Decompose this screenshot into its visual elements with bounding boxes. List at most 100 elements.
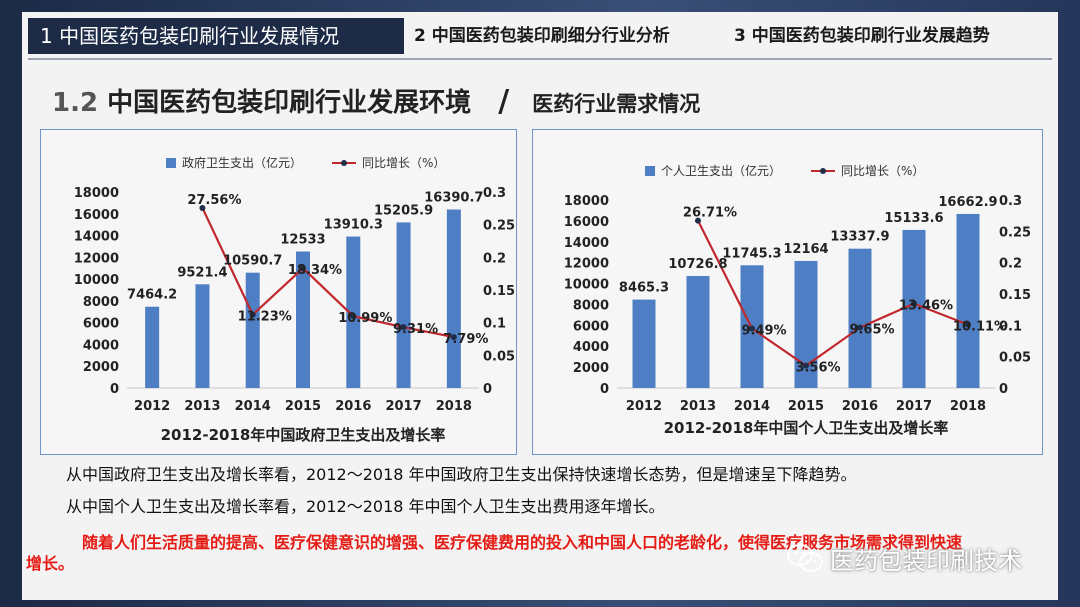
- tab-development-trend[interactable]: 3 中国医药包装印刷行业发展趋势: [734, 26, 990, 46]
- legend-label-line: 同比增长（%）: [841, 164, 924, 178]
- legend-label-line: 同比增长（%）: [362, 156, 445, 170]
- bar: [686, 275, 710, 388]
- x-tick-label: 2016: [335, 399, 371, 414]
- section-title: 1.2 中国医药包装印刷行业发展环境 / 医药行业需求情况: [52, 82, 701, 119]
- growth-point: [199, 204, 206, 211]
- slide: 1 中国医药包装印刷行业发展情况 2 中国医药包装印刷细分行业分析 3 中国医药…: [22, 12, 1058, 600]
- y-tick-label: 4000: [83, 338, 119, 353]
- analysis-text-personal: 从中国个人卫生支出及增长率看，2012～2018 年中国个人卫生支出费用逐年增长…: [66, 497, 665, 516]
- tab-segment-analysis[interactable]: 2 中国医药包装印刷细分行业分析: [414, 26, 670, 46]
- bar-value-label: 8465.3: [619, 281, 669, 296]
- growth-point: [803, 362, 809, 369]
- y-tick-label: 10000: [74, 273, 119, 288]
- bar: [245, 272, 260, 388]
- y-tick-label: 16000: [74, 208, 119, 223]
- y2-tick-label: 0.05: [483, 349, 515, 364]
- growth-line: [201, 207, 455, 339]
- y2-tick-label: 0.3: [999, 194, 1022, 209]
- bar: [446, 209, 461, 388]
- bar-value-label: 10726.8: [668, 257, 727, 272]
- chart-svg-personal: 个人卫生支出（亿元） 同比增长（%） 0 2000 4000 6000 8000 10000 1…: [564, 163, 1031, 437]
- analysis-text-government: 从中国政府卫生支出及增长率看，2012～2018 年中国政府卫生支出保持快速增长…: [66, 465, 857, 484]
- legend-label-bar: 政府卫生支出（亿元）: [182, 155, 302, 170]
- bar-value-label: 13910.3: [324, 218, 383, 233]
- x-tick-label: 2014: [235, 399, 271, 414]
- x-tick-label: 2017: [385, 399, 421, 414]
- section-heading: 中国医药包装印刷行业发展环境: [107, 88, 472, 118]
- bar: [632, 299, 656, 388]
- chart-svg-government: 政府卫生支出（亿元） 同比增长（%） 0 2000 4000 6000 8000 10000 1…: [74, 155, 515, 444]
- y-tick-label: 2000: [83, 360, 119, 375]
- growth-point: [857, 324, 863, 331]
- y2-tick-label: 0.15: [483, 284, 515, 299]
- x-tick-label: 2016: [842, 399, 878, 414]
- conclusion-text-end: 增长。: [26, 554, 75, 573]
- legend-swatch-bar: [166, 158, 176, 168]
- bar: [346, 236, 361, 388]
- watermark: 医药包装印刷技术: [786, 538, 1022, 578]
- x-tick-label: 2018: [436, 399, 472, 414]
- y-tick-label: 10000: [564, 278, 609, 293]
- tab-development-status[interactable]: 1 中国医药包装印刷行业发展情况: [28, 18, 404, 54]
- bar-value-label: 7464.2: [127, 288, 177, 303]
- bar: [296, 251, 310, 388]
- bar-value-label: 16390.7: [424, 191, 483, 206]
- section-number: 1.2: [52, 88, 99, 118]
- y-tick-label: 8000: [573, 298, 609, 313]
- y-tick-label: 18000: [74, 186, 119, 201]
- bar-value-label: 10590.7: [223, 254, 282, 269]
- y-tick-label: 0: [600, 382, 609, 397]
- y2-tick-label: 0.2: [483, 251, 506, 266]
- growth-value-label: 3.56%: [795, 361, 840, 376]
- y-tick-label: 8000: [83, 295, 119, 310]
- chart-title: 2012-2018年中国政府卫生支出及增长率: [161, 426, 446, 444]
- y-tick-label: 18000: [564, 194, 609, 209]
- y2-tick-label: 0.25: [999, 225, 1031, 240]
- growth-point: [400, 324, 407, 331]
- growth-value-label: 13.46%: [899, 299, 953, 314]
- chart-personal-health-expenditure: 个人卫生支出（亿元） 同比增长（%） 0 2000 4000 6000 8000 10000 1…: [532, 129, 1043, 455]
- growth-point: [911, 300, 917, 307]
- section-subtitle: 医药行业需求情况: [532, 92, 701, 116]
- chart-title: 2012-2018年中国个人卫生支出及增长率: [664, 419, 949, 437]
- bar: [195, 284, 210, 388]
- x-tick-label: 2013: [680, 399, 716, 414]
- growth-point: [350, 313, 357, 320]
- legend-label-bar: 个人卫生支出（亿元）: [661, 163, 781, 178]
- growth-point: [965, 321, 971, 328]
- watermark-label: 医药包装印刷技术: [830, 546, 1022, 575]
- y-tick-label: 14000: [564, 236, 609, 251]
- growth-value-label: 10.99%: [338, 311, 392, 326]
- y-tick-label: 6000: [83, 317, 119, 332]
- growth-value-label: 18.34%: [288, 263, 342, 278]
- y-tick-label: 2000: [573, 361, 609, 376]
- growth-value-label: 9.65%: [849, 323, 894, 338]
- bar-value-label: 15205.9: [374, 203, 433, 218]
- bar: [956, 213, 980, 388]
- bar-value-label: 9521.4: [177, 265, 227, 280]
- y2-tick-label: 0: [999, 382, 1008, 397]
- y2-tick-label: 0.3: [483, 186, 506, 201]
- legend-marker-line: [820, 168, 826, 174]
- conclusion-text: 随着人们生活质量的提高、医疗保健意识的增强、医疗保健费用的投入和中国人口的老龄化…: [82, 533, 963, 552]
- bar: [902, 229, 926, 388]
- x-tick-label: 2015: [788, 399, 824, 414]
- bar: [396, 222, 411, 388]
- y-tick-label: 12000: [74, 251, 119, 266]
- x-tick-label: 2013: [184, 399, 220, 414]
- bar: [794, 260, 818, 388]
- growth-value-label: 7.79%: [443, 332, 488, 347]
- header-divider: [28, 58, 1052, 60]
- growth-point: [749, 325, 755, 332]
- legend-swatch-bar: [645, 166, 655, 176]
- growth-line: [697, 220, 969, 368]
- growth-value-label: 10.11%: [953, 320, 1007, 335]
- growth-value-label: 9.31%: [393, 322, 438, 337]
- legend-marker-line: [341, 160, 347, 166]
- y-tick-label: 12000: [564, 257, 609, 272]
- x-tick-label: 2012: [134, 399, 170, 414]
- growth-value-label: 11.23%: [238, 310, 292, 325]
- x-tick-label: 2017: [896, 399, 932, 414]
- y2-tick-label: 0.05: [999, 351, 1031, 366]
- x-tick-label: 2014: [734, 399, 770, 414]
